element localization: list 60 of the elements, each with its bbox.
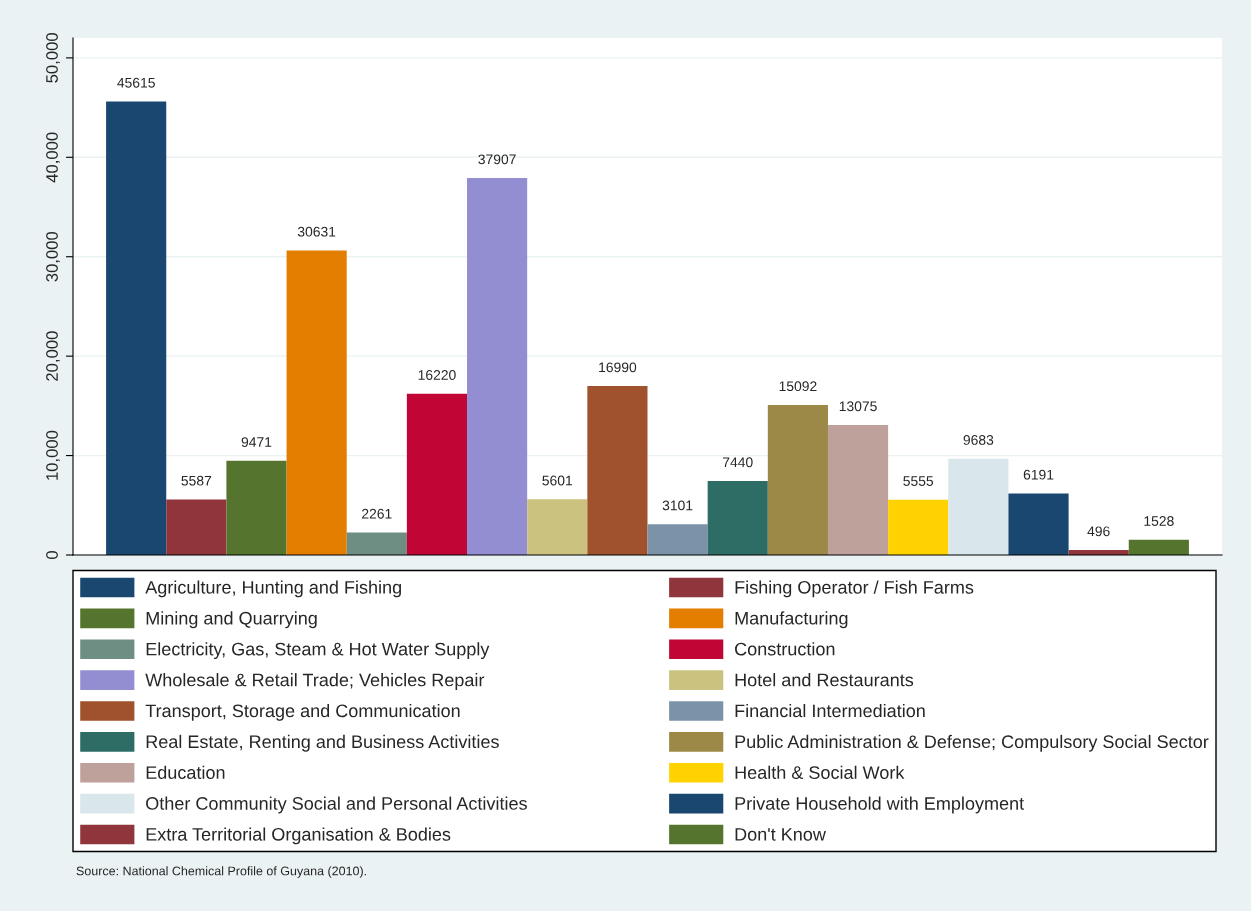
bar	[166, 499, 227, 555]
legend-label: Electricity, Gas, Steam & Hot Water Supply	[146, 642, 490, 660]
bar	[527, 499, 588, 555]
bar	[467, 178, 528, 555]
bar	[1128, 539, 1189, 555]
legend-label: Public Administration & Defense; Compulsory Social Sector	[735, 734, 1209, 752]
data-label: 9683	[963, 435, 994, 445]
data-label: 15092	[779, 381, 817, 392]
y-tick-label: 40,000	[46, 132, 60, 183]
legend-label: Transport, Storage and Communication	[145, 703, 460, 721]
bar	[827, 425, 889, 555]
legend-label: Don't Know	[735, 828, 826, 841]
bar	[707, 481, 768, 555]
legend-label: Health & Social Work	[735, 765, 905, 779]
data-label: 45615	[117, 77, 155, 88]
y-tick-label: 0	[46, 551, 58, 559]
y-tick-label: 30,000	[46, 231, 60, 282]
legend-label: Other Community Social and Personal Activities	[146, 796, 527, 814]
data-label: 7440	[723, 457, 753, 468]
y-tick-label: 20,000	[46, 331, 60, 381]
legend-label: Fishing Operator / Fish Farms	[735, 580, 974, 598]
y-tick-label: 50,000	[46, 33, 60, 83]
data-label: 3101	[662, 500, 693, 511]
bar	[647, 524, 708, 555]
data-label: 5555	[903, 476, 934, 486]
bar	[106, 101, 167, 555]
data-label: 6191	[1023, 469, 1054, 480]
legend-label: Manufacturing	[735, 611, 848, 629]
legend-label: Agriculture, Hunting and Fishing	[145, 580, 401, 598]
legend-label: Financial Intermediation	[735, 703, 925, 718]
legend-label: Private Household with Employment	[735, 796, 1025, 814]
y-tick-label: 10,000	[46, 430, 60, 480]
bar	[948, 458, 1009, 555]
source-note: Source: National Chemical Profile of Guyana (2010).	[76, 866, 366, 878]
data-label: 16220	[418, 370, 456, 380]
bar	[767, 404, 828, 555]
legend-label: Real Estate, Renting and Business Activities	[146, 734, 499, 752]
bar	[406, 393, 468, 555]
data-label: 9471	[241, 437, 272, 447]
bar	[286, 250, 347, 555]
data-label: 496	[1087, 526, 1110, 537]
bar	[1008, 493, 1069, 555]
bar	[346, 532, 407, 555]
data-label: 16990	[599, 362, 637, 373]
legend-label: Education	[146, 765, 225, 779]
data-label: 5587	[181, 475, 212, 486]
data-label: 1528	[1144, 516, 1174, 526]
bar	[888, 499, 949, 555]
data-label: 37907	[478, 154, 516, 165]
legend-label: Construction	[735, 642, 835, 656]
bar	[226, 460, 287, 555]
data-label: 30631	[297, 226, 336, 237]
data-label: 5601	[542, 475, 573, 486]
data-label: 13075	[839, 401, 877, 412]
data-label: 2261	[362, 508, 392, 519]
bar	[587, 386, 648, 555]
legend-label: Extra Territorial Organisation & Bodies	[146, 827, 451, 845]
legend-label: Hotel and Restaurants	[735, 673, 914, 687]
legend-label: Wholesale & Retail Trade; Vehicles Repair	[145, 673, 485, 690]
legend-label: Mining and Quarrying	[146, 611, 317, 629]
